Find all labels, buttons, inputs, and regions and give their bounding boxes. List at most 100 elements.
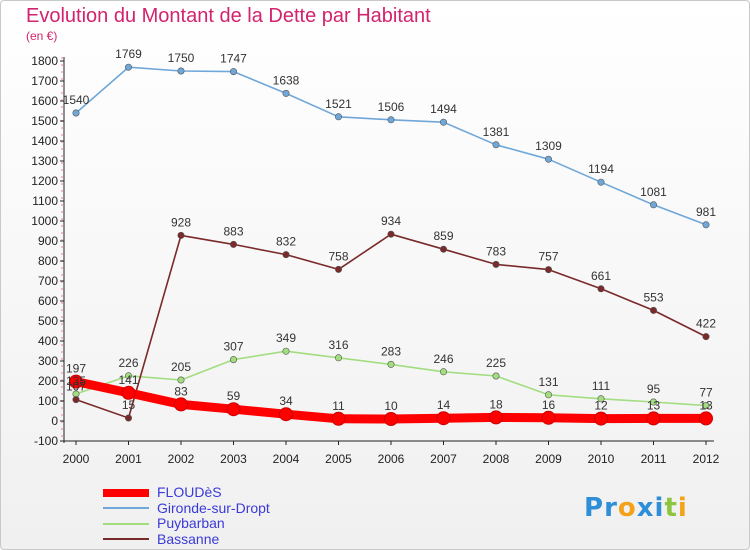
data-point [649, 306, 657, 314]
y-tick-label: 600 [38, 294, 58, 308]
data-point [702, 402, 710, 410]
data-label: 1506 [378, 100, 405, 114]
data-point [282, 89, 290, 97]
x-tick-label: 2006 [378, 452, 405, 466]
data-label: 1540 [63, 93, 90, 107]
x-tick-label: 2003 [220, 452, 247, 466]
data-label: 553 [643, 290, 663, 304]
data-point [282, 347, 290, 355]
logo-letter: o [617, 493, 637, 523]
logo-letter: r [604, 493, 618, 523]
logo-letter: t [664, 493, 678, 523]
x-tick-label: 2000 [63, 452, 90, 466]
y-tick-label: 0 [51, 414, 58, 428]
legend-item-bassanne: Bassanne [103, 531, 270, 548]
data-point [646, 411, 661, 426]
data-label: 832 [276, 235, 296, 249]
data-point [541, 410, 556, 425]
data-label: 77 [699, 386, 713, 400]
data-label: 14 [437, 398, 451, 412]
data-point [72, 109, 80, 117]
logo-letter: i [677, 493, 688, 523]
data-point [230, 68, 238, 76]
x-tick-label: 2012 [693, 452, 720, 466]
data-label: 197 [66, 362, 86, 376]
data-point [699, 411, 713, 426]
data-point [125, 414, 133, 422]
data-label: 12 [594, 399, 608, 413]
data-label: 34 [279, 394, 293, 408]
data-label: 226 [118, 356, 138, 370]
data-point [72, 396, 80, 404]
data-point [489, 410, 503, 425]
data-point [174, 397, 188, 412]
legend-label-puybarban: Puybarban [157, 515, 225, 532]
data-point [544, 391, 552, 399]
data-label: 283 [381, 344, 401, 358]
data-label: 1194 [588, 162, 614, 176]
y-tick-label: 800 [38, 254, 58, 268]
data-label: 859 [433, 229, 453, 243]
proxiti-logo: Proxiti [584, 493, 688, 523]
data-label: 15 [122, 398, 136, 412]
x-tick-label: 2008 [483, 452, 510, 466]
data-point [177, 376, 185, 384]
y-tick-label: 100 [38, 394, 58, 408]
logo-letter: x [636, 493, 655, 523]
data-point [334, 354, 342, 362]
data-label: 1750 [168, 51, 195, 65]
logo-letter: P [584, 493, 605, 523]
data-point [331, 411, 346, 426]
data-point [334, 265, 342, 273]
data-point [492, 141, 500, 149]
chart-legend: FLOUDèS Gironde-sur-Dropt Puybarban Bass… [103, 485, 270, 547]
data-point [282, 251, 290, 259]
legend-item-puybarban: Puybarban [103, 516, 270, 532]
y-tick-label: 1600 [31, 94, 58, 108]
y-tick-label: 1400 [31, 134, 58, 148]
data-point [597, 395, 605, 403]
legend-item-floudes: FLOUDèS [103, 485, 270, 501]
data-label: 783 [486, 244, 506, 258]
data-label: 13 [647, 398, 661, 412]
data-label: 10 [384, 399, 398, 413]
y-tick-label: -100 [34, 434, 58, 448]
data-point [387, 360, 395, 368]
data-point [492, 372, 500, 380]
y-tick-label: 1100 [32, 194, 58, 208]
data-label: 13 [699, 398, 713, 412]
y-tick-label: 1800 [31, 54, 58, 68]
data-point [649, 201, 657, 209]
data-point [177, 231, 185, 239]
data-label: 349 [276, 331, 296, 345]
data-point [226, 402, 241, 417]
data-label: 246 [433, 352, 453, 366]
data-label: 1638 [273, 73, 300, 87]
data-point [387, 116, 395, 124]
data-label: 757 [538, 250, 558, 264]
legend-item-gironde: Gironde-sur-Dropt [103, 500, 270, 517]
data-point [230, 240, 238, 248]
logo-letter: i [654, 493, 665, 523]
data-point [492, 260, 500, 268]
data-label: 95 [647, 382, 661, 396]
data-label: 18 [489, 397, 503, 411]
data-point [702, 333, 710, 341]
data-point [702, 221, 710, 229]
data-label: 661 [591, 269, 611, 283]
data-label: 1747 [220, 52, 247, 66]
chart-title: Evolution du Montant de la Dette par Hab… [26, 5, 431, 27]
x-tick-label: 2002 [168, 452, 195, 466]
data-point [177, 67, 185, 75]
data-point [439, 368, 447, 376]
data-label: 1081 [640, 185, 667, 199]
data-point [334, 113, 342, 121]
x-tick-label: 2009 [535, 452, 562, 466]
data-point [439, 118, 447, 126]
data-label: 16 [542, 398, 556, 412]
data-point [230, 356, 238, 364]
legend-swatch-floudes [103, 488, 149, 497]
data-label: 307 [223, 340, 243, 354]
data-point [594, 411, 608, 426]
